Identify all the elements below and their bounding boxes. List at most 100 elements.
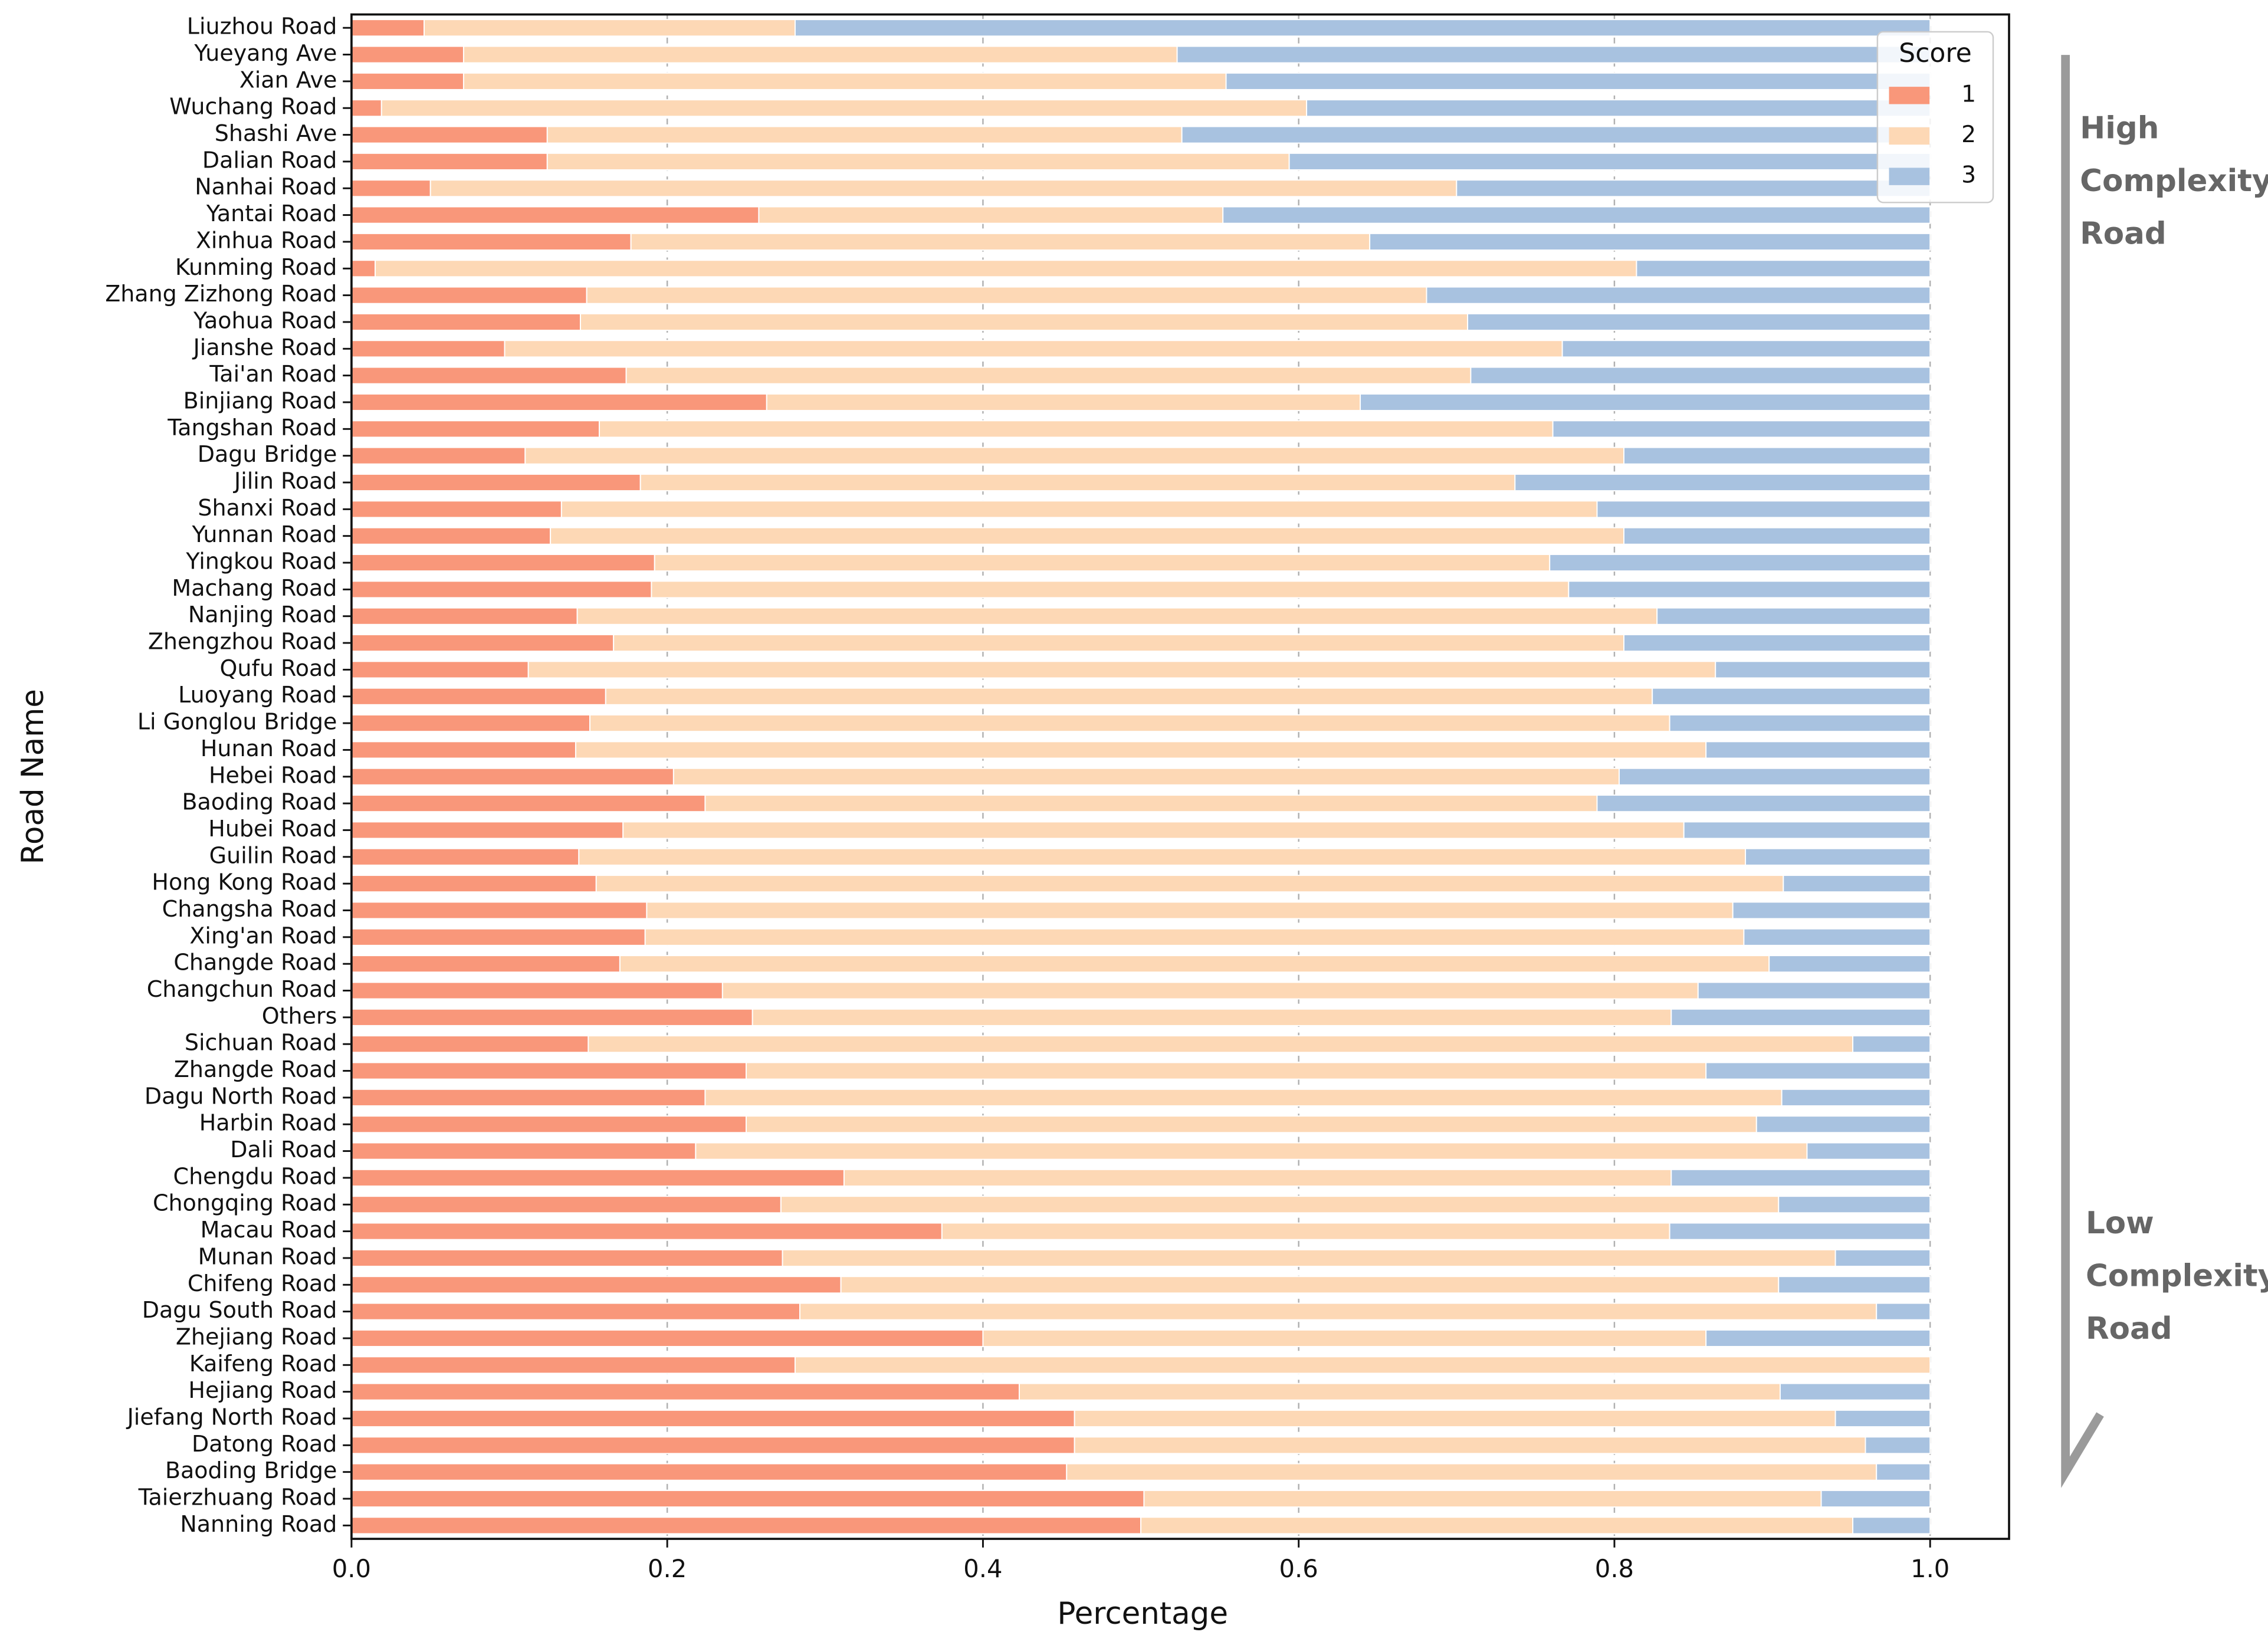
bar-segment	[1834, 1249, 1931, 1267]
bar-segment	[586, 286, 1427, 304]
plot-frame	[350, 13, 2010, 1540]
bar-segment	[1781, 1088, 1931, 1106]
legend-swatch	[1889, 87, 1930, 104]
bar-segment	[1683, 821, 1931, 839]
y-tick-label: Binjiang Road	[183, 388, 337, 413]
y-tick-label: Zhang Zizhong Road	[105, 281, 337, 307]
y-tick-label: Nanning Road	[180, 1511, 337, 1537]
bar-segment	[630, 232, 1371, 251]
y-tick-label: Kaifeng Road	[189, 1351, 337, 1377]
bar-segment	[350, 580, 652, 599]
bar-segment	[1852, 1516, 1931, 1535]
bar-segment	[1306, 99, 1931, 117]
y-tick-label: Hejiang Road	[188, 1377, 337, 1403]
y-tick-label: Jilin Road	[233, 468, 337, 494]
bar-segment	[350, 714, 591, 733]
annotation: Low	[2086, 1206, 2154, 1241]
bar-segment	[625, 366, 1472, 385]
bars	[350, 19, 1931, 1535]
bar-segment	[1623, 634, 1931, 652]
bar-segment	[350, 741, 576, 759]
bar-segment	[1652, 687, 1931, 705]
bar-segment	[746, 1115, 1757, 1134]
bar-segment	[644, 928, 1745, 946]
bar-segment	[622, 821, 1685, 839]
bar-segment	[1596, 500, 1931, 518]
bar-segment	[1669, 1222, 1931, 1240]
bar-segment	[794, 19, 1931, 37]
bar-segment	[840, 1276, 1780, 1294]
y-tick-label: Munan Road	[198, 1243, 337, 1269]
bar-segment	[350, 1196, 782, 1214]
bar-segment	[595, 875, 1784, 893]
bar-segment	[721, 981, 1699, 1000]
bar-segment	[350, 553, 655, 572]
legend-swatch	[1889, 168, 1930, 185]
y-tick-label: Tai'an Road	[209, 361, 337, 387]
annotation: Complexity	[2086, 1258, 2268, 1293]
x-tick-label: 0.2	[648, 1554, 687, 1583]
y-tick-label: Yaohua Road	[193, 307, 337, 333]
y-tick-label: Others	[262, 1003, 337, 1029]
bar-segment	[350, 1383, 1020, 1401]
x-tick-label: 0.0	[332, 1554, 371, 1583]
bar-segment	[1636, 260, 1931, 278]
y-tick-label: Taierzhuang Road	[138, 1485, 337, 1511]
bar-segment	[599, 420, 1554, 438]
bar-segment	[1618, 767, 1931, 786]
y-tick-label: Hong Kong Road	[152, 869, 337, 895]
bar-segment	[350, 981, 723, 1000]
bar-segment	[350, 473, 641, 492]
bar-segment	[350, 1008, 753, 1026]
bar-segment	[1019, 1383, 1781, 1401]
bar-segment	[350, 1035, 589, 1053]
bar-segment	[1360, 393, 1931, 412]
bar-segment	[1074, 1436, 1866, 1454]
bar-segment	[651, 580, 1570, 599]
bar-segment	[1779, 1383, 1931, 1401]
bar-segment	[560, 500, 1598, 518]
bar-segment	[1074, 1409, 1836, 1428]
y-tick-label: Tangshan Road	[167, 415, 337, 441]
bar-segment	[350, 901, 648, 920]
y-tick-label: Liuzhou Road	[187, 14, 337, 40]
bar-segment	[462, 72, 1227, 90]
bar-segment	[613, 634, 1624, 652]
bar-segment	[1768, 955, 1931, 973]
y-tick-label: Baoding Road	[182, 789, 337, 815]
bar-segment	[350, 232, 632, 251]
bar-segment	[350, 821, 624, 839]
bar-segment	[350, 1516, 1142, 1535]
bar-segment	[350, 1088, 706, 1106]
bar-segment	[1820, 1489, 1931, 1508]
bar-segment	[380, 99, 1308, 117]
y-tick-label: Shanxi Road	[198, 495, 337, 521]
bar-segment	[1467, 313, 1931, 331]
bar-segment	[350, 393, 767, 412]
bar-segment	[350, 286, 587, 304]
y-tick-label: Dali Road	[230, 1137, 337, 1163]
y-tick-label: Zhejiang Road	[176, 1324, 337, 1350]
bar-segment	[1697, 981, 1931, 1000]
annotation: High	[2080, 111, 2159, 146]
bar-segment	[982, 1329, 1707, 1347]
y-tick-label: Baoding Bridge	[165, 1457, 337, 1483]
bar-segment	[350, 260, 376, 278]
y-tick-label: Dagu Bridge	[198, 441, 337, 467]
bar-segment	[746, 1062, 1707, 1080]
bar-segment	[1778, 1276, 1931, 1294]
y-tick-label: Guilin Road	[209, 842, 337, 868]
bar-segment	[1623, 446, 1931, 465]
bar-segment	[780, 1196, 1780, 1214]
bar-segment	[350, 1436, 1075, 1454]
bar-segment	[1865, 1436, 1931, 1454]
bar-segment	[350, 446, 526, 465]
bar-segment	[350, 1463, 1068, 1481]
bar-segment	[1732, 901, 1931, 920]
bar-segment	[350, 500, 562, 518]
bar-segment	[350, 767, 674, 786]
bar-segment	[350, 313, 581, 331]
bar-segment	[1670, 1008, 1931, 1026]
bar-segment	[350, 99, 382, 117]
